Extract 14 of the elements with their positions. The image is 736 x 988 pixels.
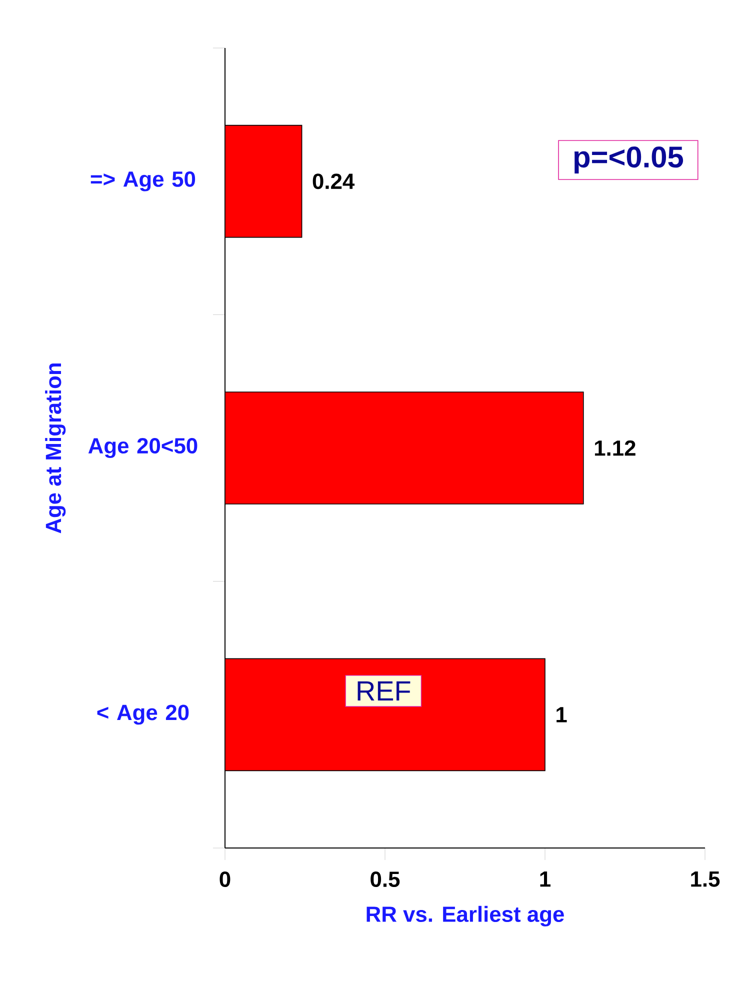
y-tick-label: => Age 50	[90, 171, 196, 192]
x-axis-title: RR vs. Earliest age	[366, 906, 564, 926]
x-tick-label: 0	[220, 872, 230, 888]
x-tick-label: 0.5	[370, 872, 400, 888]
data-label: 0.24	[312, 174, 355, 190]
y-tick-label: Age 20<50	[88, 438, 198, 458]
y-axis-title: Age at Migration	[45, 364, 66, 534]
annotation: REF	[358, 681, 410, 701]
data-label: 1.12	[594, 440, 636, 456]
annotation: p=<0.05	[574, 146, 684, 174]
x-tick-label: 1.5	[691, 872, 720, 887]
data-label: 1	[556, 707, 567, 722]
x-tick-label: 1	[540, 872, 550, 887]
y-tick-label: < Age 20	[97, 704, 189, 725]
